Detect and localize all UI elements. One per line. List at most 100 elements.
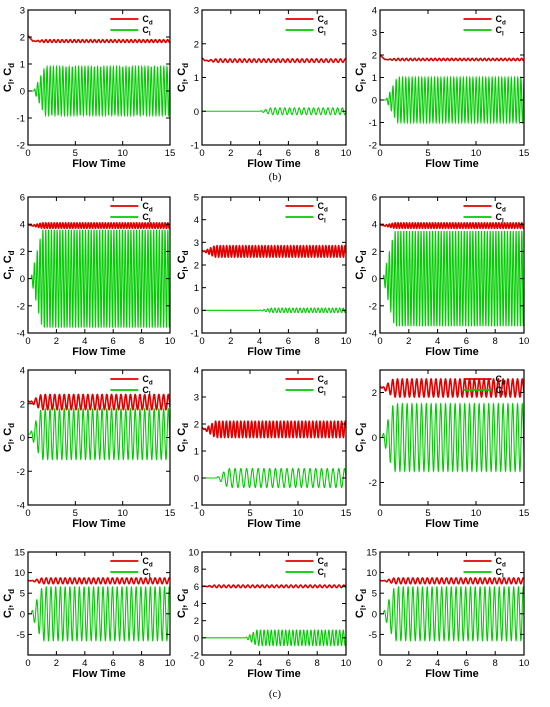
y-tick-label: 3	[194, 238, 199, 249]
series-line-cd	[28, 577, 170, 585]
series-line-cd	[380, 577, 524, 585]
legend-label-cl: Cl	[318, 25, 327, 37]
legend-label-cl: Cl	[142, 385, 151, 397]
legend-label-cl: Cl	[496, 567, 505, 579]
y-tick-label: 5	[194, 193, 199, 204]
x-tick-label: 0	[25, 508, 30, 519]
x-tick-label: 4	[257, 148, 262, 159]
y-tick-label: 6	[194, 582, 199, 593]
legend-label-cl: Cl	[496, 212, 505, 224]
x-axis-label: Flow Time	[247, 346, 301, 358]
x-axis-label: Flow Time	[72, 518, 126, 530]
x-tick-label: 10	[519, 658, 530, 669]
y-axis-label: Cl, Cd	[354, 250, 368, 279]
y-axis-label: Cl, Cd	[2, 589, 16, 618]
x-tick-label: 0	[25, 148, 30, 159]
x-axis-label: Flow Time	[247, 518, 301, 530]
y-tick-label: 0	[194, 107, 199, 118]
y-tick-label: -5	[17, 630, 25, 641]
y-tick-label: 0	[194, 633, 199, 644]
legend-label-cl: Cl	[318, 567, 327, 579]
x-axis-label: Flow Time	[72, 158, 126, 170]
x-tick-label: 0	[199, 658, 204, 669]
x-tick-label: 4	[257, 658, 262, 669]
y-tick-label: 4	[194, 366, 199, 377]
y-axis-label: Cl, Cd	[2, 423, 16, 452]
series-line-cd	[28, 35, 170, 44]
y-tick-label: 4	[372, 6, 377, 17]
y-tick-label: 1	[194, 283, 199, 294]
legend-label-cd: Cd	[496, 374, 507, 386]
x-tick-label: 10	[165, 658, 176, 669]
x-tick-label: 6	[286, 148, 291, 159]
x-tick-label: 5	[73, 508, 78, 519]
x-tick-label: 5	[425, 508, 430, 519]
legend-label-cd: Cd	[318, 374, 329, 386]
y-tick-label: 6	[372, 193, 377, 204]
legend-label-cd: Cd	[496, 201, 507, 213]
y-tick-label: -2	[17, 301, 25, 312]
x-axis-label: Flow Time	[425, 668, 479, 680]
x-tick-label: 8	[315, 336, 320, 347]
y-tick-label: 0	[20, 87, 25, 98]
y-axis-label: Cl, Cd	[176, 423, 190, 452]
x-tick-label: 6	[464, 658, 469, 669]
x-tick-label: 10	[471, 148, 482, 159]
x-tick-label: 0	[199, 508, 204, 519]
y-tick-label: 1	[372, 73, 377, 84]
y-tick-label: -2	[191, 651, 199, 662]
x-tick-label: 10	[471, 508, 482, 519]
legend-label-cd: Cd	[142, 374, 153, 386]
x-tick-label: 4	[435, 336, 440, 347]
y-tick-label: 0	[20, 433, 25, 444]
x-tick-label: 2	[54, 336, 59, 347]
plot-frame	[201, 369, 347, 506]
x-tick-label: 0	[377, 336, 382, 347]
x-tick-label: 0	[377, 148, 382, 159]
plot-frame	[27, 551, 171, 656]
series-line-cl	[28, 407, 170, 461]
plot-frame	[379, 551, 525, 656]
y-tick-label: -2	[17, 467, 25, 478]
series-line-cl	[202, 467, 346, 489]
x-axis-label: Flow Time	[247, 668, 301, 680]
caption-b: (b)	[268, 171, 282, 183]
x-tick-label: 8	[139, 336, 144, 347]
y-tick-label: 2	[20, 33, 25, 44]
x-tick-label: 6	[111, 336, 116, 347]
y-tick-label: 2	[194, 420, 199, 431]
x-tick-label: 0	[25, 336, 30, 347]
y-tick-label: -1	[191, 501, 199, 512]
legend-label-cd: Cd	[318, 14, 329, 26]
x-tick-label: 6	[464, 336, 469, 347]
x-tick-label: 10	[341, 658, 352, 669]
legend-label-cd: Cd	[142, 201, 153, 213]
y-axis-label: Cl, Cd	[176, 63, 190, 92]
y-tick-label: 0	[372, 433, 377, 444]
x-tick-label: 15	[341, 508, 352, 519]
x-tick-label: 4	[82, 336, 87, 347]
x-tick-label: 10	[341, 148, 352, 159]
y-tick-label: 0	[372, 609, 377, 620]
plot-frame	[27, 196, 171, 334]
x-tick-label: 10	[117, 148, 128, 159]
y-tick-label: -2	[369, 478, 377, 489]
x-axis-label: Flow Time	[247, 158, 301, 170]
legend-label-cd: Cd	[142, 14, 153, 26]
y-tick-label: 2	[20, 399, 25, 410]
series-line-cl	[28, 64, 170, 118]
y-tick-label: 3	[372, 28, 377, 39]
y-tick-label: 2	[194, 261, 199, 272]
y-tick-label: 0	[194, 474, 199, 485]
x-tick-label: 2	[228, 658, 233, 669]
legend-label-cd: Cd	[318, 201, 329, 213]
series-line-cl	[380, 230, 524, 327]
x-tick-label: 8	[493, 658, 498, 669]
x-tick-label: 10	[165, 336, 176, 347]
y-tick-label: -2	[17, 141, 25, 152]
